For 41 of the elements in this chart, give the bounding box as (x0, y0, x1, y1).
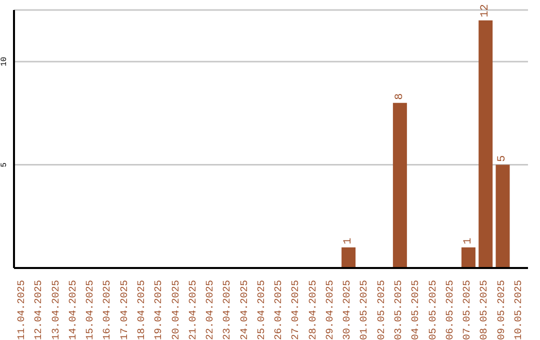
x-tick-label: 17.04.2025 (120, 280, 131, 340)
x-tick-label: 04.05.2025 (411, 280, 422, 340)
x-tick-label: 16.04.2025 (102, 280, 114, 340)
x-tick-label: 10.05.2025 (514, 280, 525, 340)
data-label: 1 (462, 237, 474, 244)
x-tick-label: 23.04.2025 (222, 280, 234, 340)
x-tick-label: 15.04.2025 (86, 280, 97, 340)
y-tick-label: 10 (0, 56, 9, 66)
x-tick-label: 07.05.2025 (462, 280, 474, 340)
x-tick-label: 09.05.2025 (496, 280, 508, 340)
x-tick-label: 26.04.2025 (274, 280, 286, 340)
x-tick-label: 28.04.2025 (308, 280, 320, 340)
x-tick-label: 22.04.2025 (206, 280, 217, 340)
x-tick-label: 13.04.2025 (51, 280, 62, 340)
x-tick-label: 19.04.2025 (154, 280, 166, 340)
x-tick-label: 29.04.2025 (325, 280, 336, 340)
data-label: 1 (342, 237, 355, 244)
data-label: 8 (394, 93, 406, 100)
x-tick-label: 21.04.2025 (188, 280, 200, 340)
x-tick-label: 18.04.2025 (137, 280, 148, 340)
data-label: 5 (496, 155, 509, 162)
bar (392, 102, 407, 268)
bar (478, 20, 493, 268)
bar (461, 247, 476, 268)
x-tick-label: 01.05.2025 (360, 280, 371, 340)
x-tick-label: 20.04.2025 (171, 280, 182, 340)
x-tick-label: 05.05.2025 (428, 280, 440, 340)
bar (496, 164, 510, 268)
x-tick-label: 02.05.2025 (376, 280, 388, 340)
data-label: 12 (480, 4, 492, 18)
x-tick-label: 11.04.2025 (17, 280, 28, 340)
x-tick-label: 25.04.2025 (256, 280, 268, 340)
x-tick-label: 30.04.2025 (342, 280, 354, 340)
x-tick-label: 14.04.2025 (68, 280, 80, 340)
x-tick-label: 12.04.2025 (34, 280, 46, 340)
x-tick-label: 24.04.2025 (240, 280, 251, 340)
x-tick-label: 27.04.2025 (291, 280, 302, 340)
bar (342, 247, 356, 268)
x-tick-label: 06.05.2025 (445, 280, 456, 340)
x-tick-label: 03.05.2025 (394, 280, 405, 340)
x-tick-label: 08.05.2025 (480, 280, 491, 340)
